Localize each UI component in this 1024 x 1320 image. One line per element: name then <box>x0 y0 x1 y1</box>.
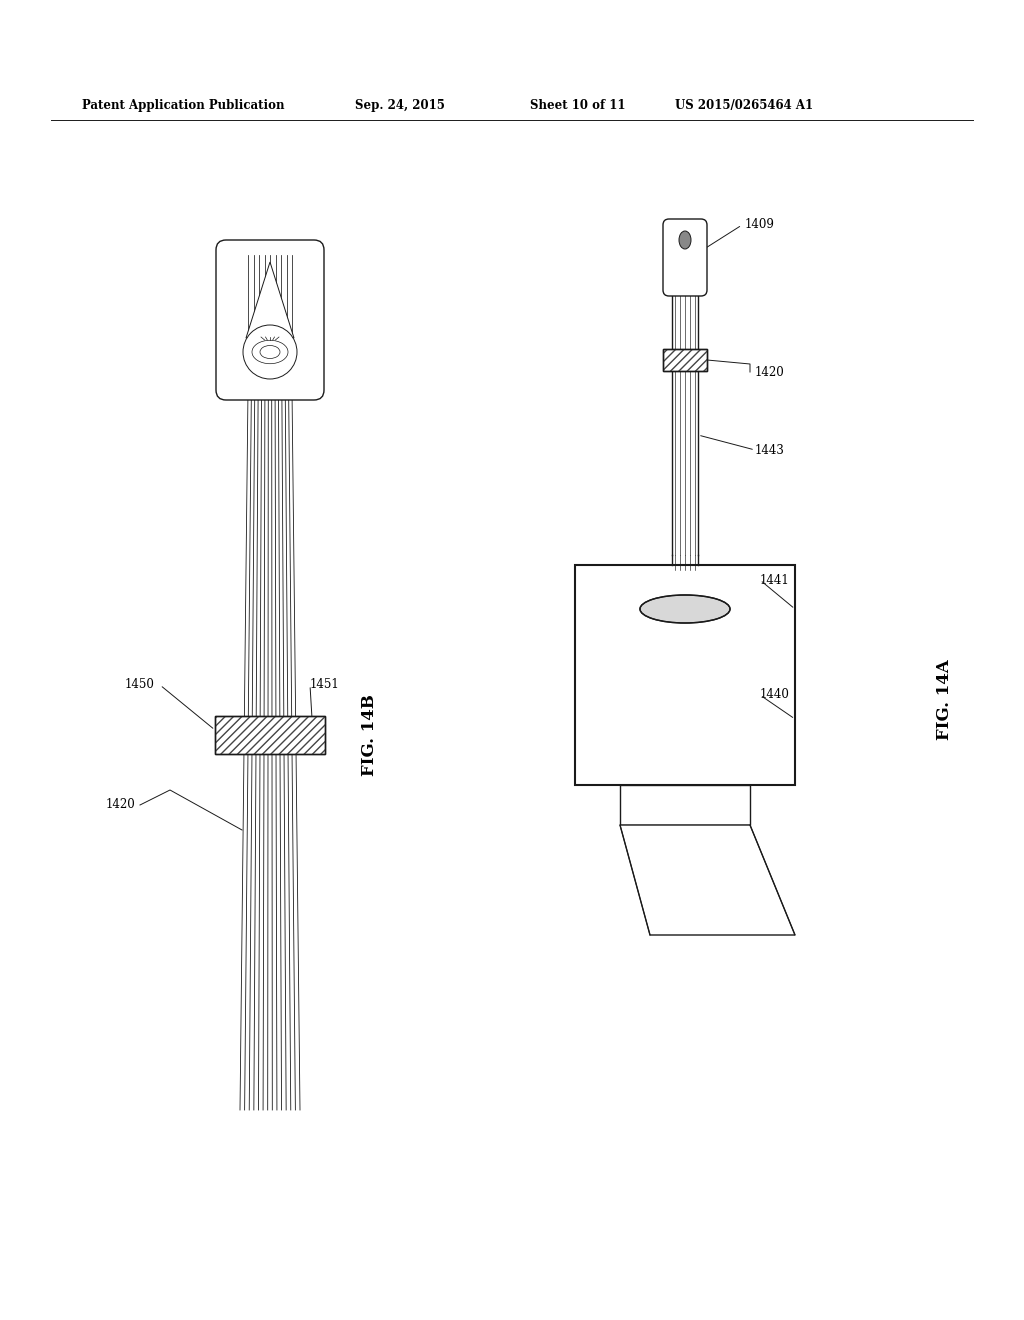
Text: Patent Application Publication: Patent Application Publication <box>82 99 285 111</box>
Text: 1443: 1443 <box>755 444 784 457</box>
Bar <box>215 715 325 754</box>
Text: FIG. 14A: FIG. 14A <box>937 660 953 741</box>
FancyBboxPatch shape <box>216 240 324 400</box>
Ellipse shape <box>640 595 730 623</box>
Text: US 2015/0265464 A1: US 2015/0265464 A1 <box>675 99 813 111</box>
Bar <box>215 715 325 754</box>
Bar <box>663 348 707 371</box>
FancyBboxPatch shape <box>663 219 707 296</box>
Ellipse shape <box>679 231 691 249</box>
Polygon shape <box>246 261 294 338</box>
Text: 1441: 1441 <box>760 573 790 586</box>
Bar <box>663 348 707 371</box>
Text: 1420: 1420 <box>105 799 135 812</box>
Text: 1450: 1450 <box>125 678 155 692</box>
Text: 1440: 1440 <box>760 689 790 701</box>
Bar <box>663 348 707 371</box>
Bar <box>620 785 750 825</box>
Ellipse shape <box>243 325 297 379</box>
Text: FIG. 14B: FIG. 14B <box>361 694 379 776</box>
Text: 1409: 1409 <box>745 219 775 231</box>
Polygon shape <box>620 825 795 935</box>
Bar <box>575 565 795 785</box>
Text: Sep. 24, 2015: Sep. 24, 2015 <box>355 99 444 111</box>
Text: 1420: 1420 <box>755 366 784 379</box>
Text: Sheet 10 of 11: Sheet 10 of 11 <box>530 99 626 111</box>
Bar <box>215 715 325 754</box>
Text: 1451: 1451 <box>310 678 340 692</box>
